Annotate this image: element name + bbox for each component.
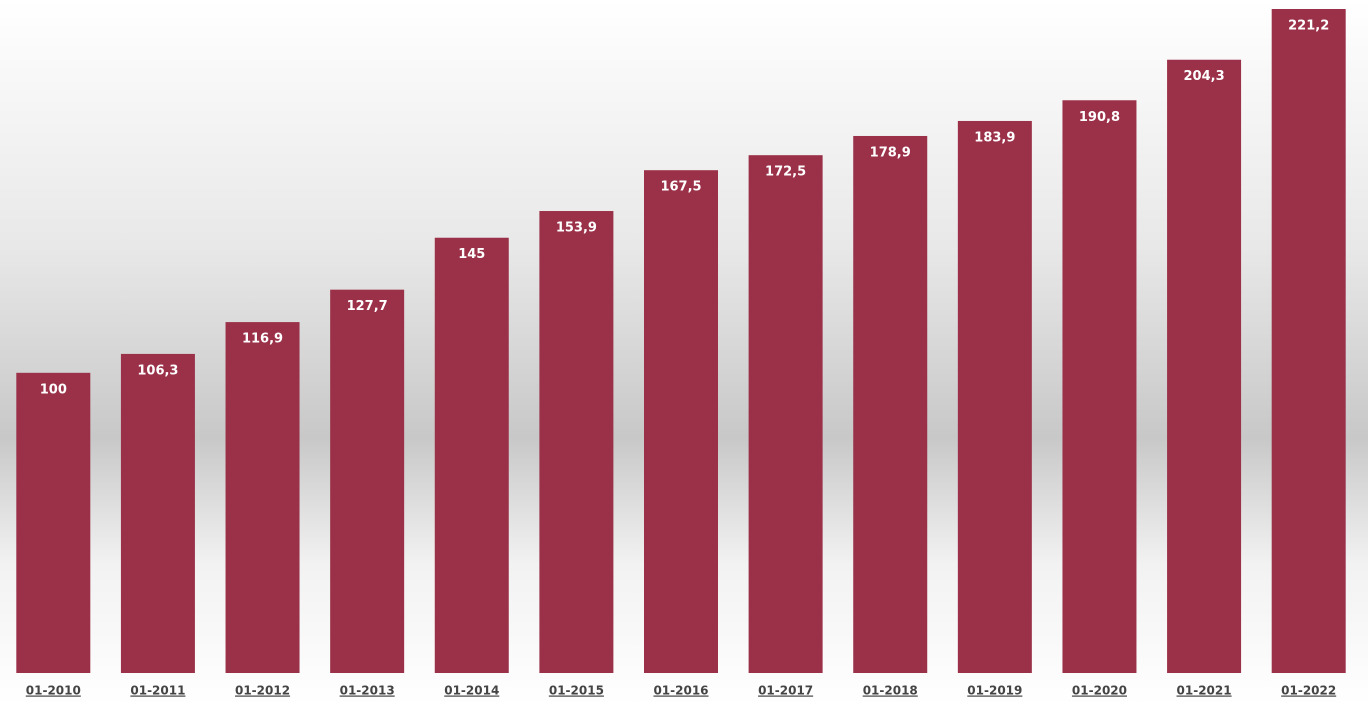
value-label: 178,9: [870, 145, 911, 160]
x-tick-label: 01-2022: [1281, 684, 1336, 698]
bar: [330, 289, 405, 673]
x-tick-label: 01-2018: [863, 684, 918, 698]
x-tick-label: 01-2016: [653, 684, 708, 698]
value-label: 116,9: [242, 332, 283, 347]
bar: [957, 120, 1032, 673]
x-tick-label: 01-2021: [1177, 684, 1232, 698]
bar: [1167, 59, 1242, 673]
bar: [853, 135, 928, 673]
x-tick-label: 01-2012: [235, 684, 290, 698]
value-label: 167,5: [660, 180, 701, 195]
x-tick-label: 01-2020: [1072, 684, 1127, 698]
bar: [225, 322, 300, 673]
value-label: 127,7: [347, 299, 388, 314]
x-tick-label: 01-2014: [444, 684, 499, 698]
value-label: 100: [40, 382, 67, 397]
x-tick-label: 01-2011: [130, 684, 185, 698]
bar: [539, 211, 614, 673]
x-tick-label: 01-2013: [340, 684, 395, 698]
value-label: 153,9: [556, 221, 597, 236]
bar: [644, 170, 718, 673]
x-tick-label: 01-2010: [26, 684, 81, 698]
x-tick-label: 01-2017: [758, 684, 813, 698]
value-label: 221,2: [1288, 19, 1329, 34]
value-label: 190,8: [1079, 110, 1120, 125]
value-label: 145: [458, 247, 485, 262]
x-tick-label: 01-2019: [967, 684, 1022, 698]
value-label: 183,9: [974, 130, 1015, 145]
value-label: 172,5: [765, 165, 806, 180]
value-label: 204,3: [1184, 69, 1225, 84]
x-tick-label: 01-2015: [549, 684, 604, 698]
bar: [434, 237, 509, 673]
bar: [748, 155, 823, 674]
bar: [16, 372, 91, 673]
bar: [1062, 100, 1137, 673]
bar: [120, 353, 195, 673]
bar: [1271, 9, 1346, 673]
value-label: 106,3: [137, 363, 178, 378]
